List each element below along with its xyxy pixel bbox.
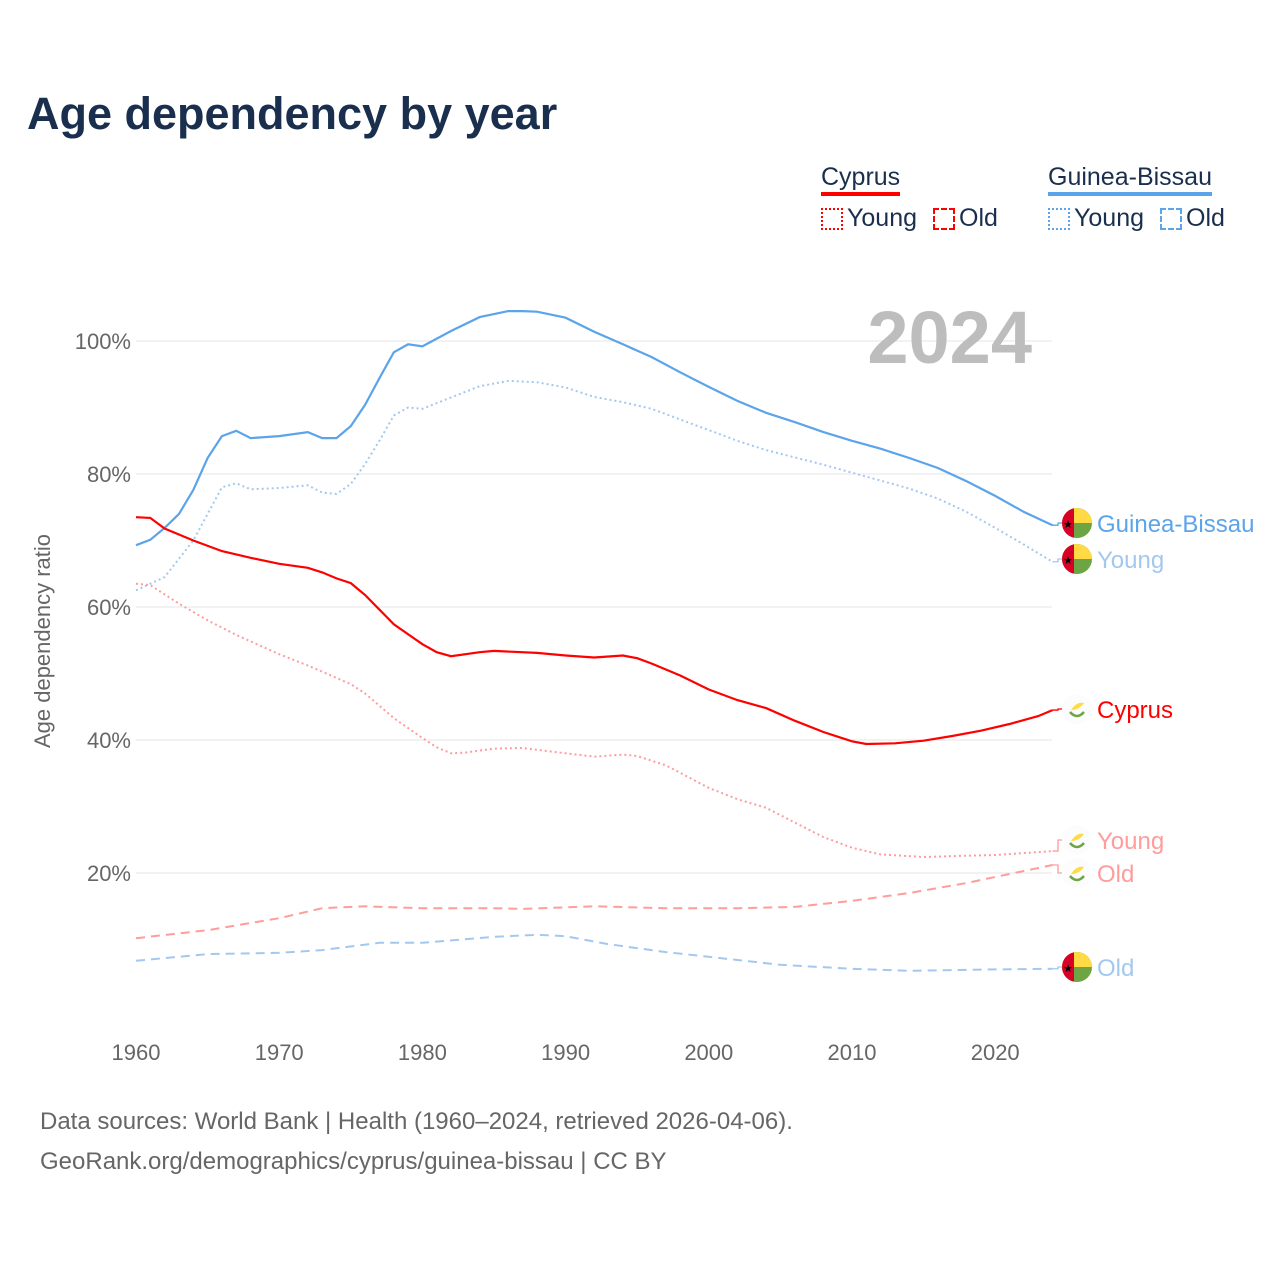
dotted-line-swatch-icon (821, 207, 843, 230)
x-tick-label: 1970 (255, 1040, 304, 1065)
svg-text:★: ★ (1063, 962, 1073, 975)
x-tick-label: 2020 (971, 1040, 1020, 1065)
x-tick-label: 2000 (684, 1040, 733, 1065)
cyprus-flag-icon (1062, 694, 1092, 724)
guinea-bissau-flag-icon: ★ (1062, 952, 1092, 982)
label-connector (1052, 864, 1063, 874)
x-tick-label: 2010 (828, 1040, 877, 1065)
series-line-guinea-bissau (135, 310, 1053, 547)
footer-attribution: GeoRank.org/demographics/cyprus/guinea-b… (40, 1148, 667, 1175)
footer-sources: Data sources: World Bank | Health (1960–… (40, 1108, 793, 1135)
cyprus-flag-icon (1062, 825, 1092, 855)
legend-label: Old (1186, 204, 1225, 232)
guinea-bissau-flag-icon: ★ (1062, 508, 1092, 538)
legend-guinea-bissau-young: Young (1048, 204, 1144, 233)
svg-text:★: ★ (1063, 518, 1073, 531)
svg-text:★: ★ (1063, 554, 1073, 567)
end-label-cyprus: Cyprus (1097, 697, 1173, 724)
y-tick-label: 60% (87, 595, 131, 620)
legend-label: Old (959, 204, 998, 232)
y-axis-label: Age dependency ratio (30, 534, 55, 748)
label-connector (1052, 708, 1063, 711)
dotted-line-swatch-icon (1048, 207, 1070, 230)
x-tick-label: 1980 (398, 1040, 447, 1065)
label-connector (1052, 522, 1063, 526)
legend-cyprus: Cyprus Young Old (821, 162, 998, 233)
legend-label: Young (1074, 204, 1144, 232)
label-connector (1052, 558, 1063, 563)
legend-guinea-bissau-old: Old (1160, 204, 1225, 233)
series-line-cyprus-old (135, 864, 1053, 940)
end-label-cyprus-old: Old (1097, 861, 1134, 888)
x-tick-label: 1960 (112, 1040, 161, 1065)
legend-label: Young (847, 204, 917, 232)
y-tick-label: 100% (75, 329, 131, 354)
cyprus-flag-icon (1062, 858, 1092, 888)
legend-cyprus-old: Old (933, 204, 998, 233)
y-tick-label: 80% (87, 462, 131, 487)
end-label-guinea-bissau-old: Old (1097, 955, 1134, 982)
chart-title: Age dependency by year (27, 88, 558, 139)
x-tick-label: 1990 (541, 1040, 590, 1065)
series-line-cyprus-young (135, 582, 1053, 859)
series-line-guinea-bissau-young (135, 379, 1054, 592)
legend-cyprus-title: Cyprus (821, 162, 901, 196)
label-connector (1052, 839, 1063, 852)
y-tick-label: 20% (87, 861, 131, 886)
series-line-cyprus (135, 516, 1053, 746)
year-watermark: 2024 (867, 296, 1032, 379)
legend-guinea-bissau-title: Guinea-Bissau (1048, 162, 1212, 196)
end-label-guinea-bissau: Guinea-Bissau (1097, 511, 1254, 538)
dashed-line-swatch-icon (933, 207, 955, 230)
label-connector (1052, 966, 1063, 970)
y-tick-label: 40% (87, 728, 131, 753)
guinea-bissau-flag-icon: ★ (1062, 544, 1092, 574)
dashed-line-swatch-icon (1160, 207, 1182, 230)
legend-cyprus-young: Young (821, 204, 917, 233)
end-label-guinea-bissau-young: Young (1097, 547, 1164, 574)
series-line-guinea-bissau-old (135, 933, 1053, 972)
end-label-cyprus-young: Young (1097, 828, 1164, 855)
legend-guinea-bissau: Guinea-Bissau Young Old (1048, 162, 1225, 233)
